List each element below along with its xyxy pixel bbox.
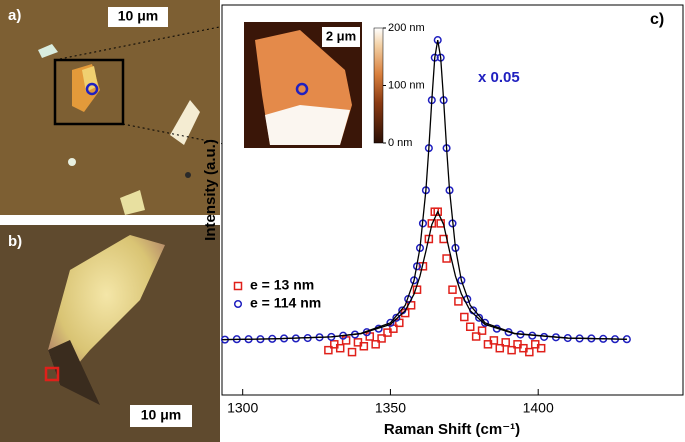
x-axis-label: Raman Shift (cm⁻¹) (384, 421, 520, 438)
data-point (475, 313, 484, 322)
colorbar-tick-label: 200 nm (388, 22, 425, 34)
panel-label: a) (8, 7, 21, 24)
data-point (495, 343, 505, 353)
data-point (335, 343, 345, 353)
afm-inset (244, 22, 362, 148)
colorbar: 200 nm 100 nm 0 nm (373, 22, 425, 149)
data-point (454, 297, 463, 306)
data-point (377, 334, 386, 343)
colorbar-tick-label: 100 nm (388, 79, 425, 91)
scale-bar-label: 2 μm (326, 28, 356, 43)
data-point (465, 322, 475, 331)
data-point (471, 332, 481, 341)
legend-label: e = 13 nm (250, 277, 314, 293)
data-point (433, 207, 442, 216)
x-tick-label: 1300 (227, 400, 258, 416)
panel-label: b) (8, 233, 22, 250)
data-point (480, 318, 490, 327)
data-point (489, 336, 499, 345)
zoom-line (54, 21, 245, 61)
scale-bar-label: 10 μm (118, 8, 158, 24)
x-tick-label: 1400 (523, 400, 554, 416)
data-point (436, 219, 445, 228)
fit-line (221, 39, 627, 341)
colorbar-tick-label: 0 nm (388, 137, 412, 149)
data-point (501, 338, 510, 347)
data-point (448, 285, 457, 294)
data-point (536, 343, 546, 353)
data-point (442, 254, 451, 263)
legend-label: e = 114 nm (250, 295, 321, 311)
data-point (324, 345, 333, 355)
data-point (359, 342, 369, 351)
data-point (392, 313, 401, 322)
data-point (386, 318, 395, 327)
legend-marker (233, 281, 243, 291)
y-axis-label: Intensity (a.u.) (202, 139, 219, 241)
data-point (347, 347, 357, 357)
micrograph-b (0, 225, 220, 442)
data-point (525, 347, 534, 357)
scale-bar-label: 10 μm (141, 407, 181, 423)
zoom-line (122, 123, 245, 149)
legend-marker (233, 299, 243, 309)
data-point (460, 312, 469, 322)
panel-label: c) (650, 11, 664, 28)
data-point (371, 340, 380, 349)
micrograph-a (0, 0, 220, 215)
data-point (477, 326, 487, 335)
data-point (507, 345, 516, 355)
annotation: x 0.05 (478, 69, 520, 86)
colorbar-scale (373, 27, 384, 144)
x-tick-label: 1350 (375, 400, 406, 416)
